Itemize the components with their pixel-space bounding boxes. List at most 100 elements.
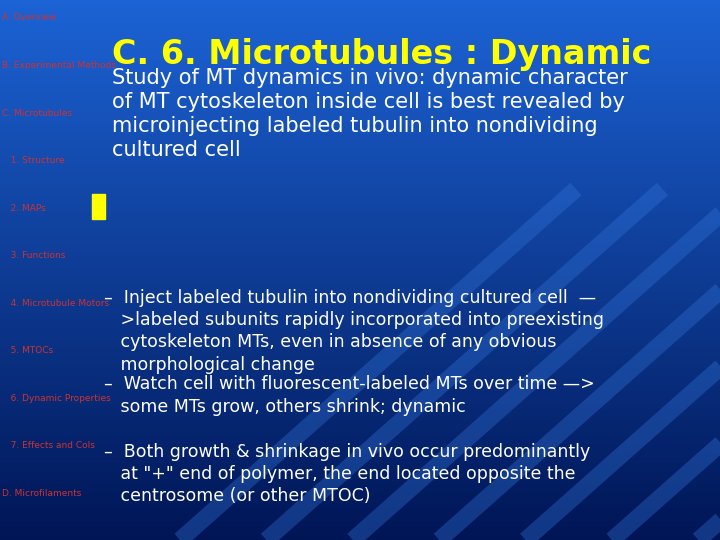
Bar [0,526,720,531]
Bar [0,185,720,189]
Bar [0,347,720,351]
Bar [0,342,720,347]
Bar [0,54,720,58]
Bar [0,436,720,441]
Bar [0,455,720,459]
Text: D. Microfilaments: D. Microfilaments [2,489,81,498]
Bar [0,112,720,117]
Bar [0,310,720,315]
Bar [0,468,720,472]
Bar [0,274,720,279]
Bar [0,301,720,306]
Text: –  Inject labeled tubulin into nondividing cultured cell  —
   >labeled subunits: – Inject labeled tubulin into nondividin… [104,289,604,374]
Bar [0,446,720,450]
Bar [0,364,720,369]
Bar [0,31,720,36]
Bar [0,153,720,158]
Bar [0,189,720,193]
Bar [0,81,720,85]
Bar [0,108,720,112]
Bar [0,27,720,31]
Bar [0,418,720,423]
Bar [0,284,720,288]
Bar [0,486,720,490]
Bar [0,463,720,468]
Bar [0,401,720,405]
Text: 4. Microtubule Motors: 4. Microtubule Motors [2,299,109,308]
Bar [0,378,720,382]
Text: C. 6. Microtubules : Dynamic: C. 6. Microtubules : Dynamic [112,38,651,71]
Bar [0,320,720,324]
Bar [0,297,720,301]
Bar [0,490,720,495]
Bar [0,14,720,18]
Bar [0,450,720,455]
Bar [0,324,720,328]
Bar [0,288,720,293]
Bar [0,36,720,40]
Bar [0,351,720,355]
Bar [0,220,720,225]
Bar [0,63,720,68]
Bar [0,216,720,220]
Bar [0,306,720,310]
Bar [0,477,720,482]
Bar [0,148,720,153]
Bar [0,513,720,517]
Bar [0,405,720,409]
Bar [0,500,720,504]
Text: 3. Functions: 3. Functions [2,251,66,260]
Text: 5. MTOCs: 5. MTOCs [2,346,53,355]
Bar [0,333,720,338]
Bar [0,72,720,77]
Bar [0,414,720,418]
Bar [0,50,720,54]
Bar [0,18,720,23]
Bar [0,40,720,45]
Bar [0,45,720,50]
Bar [0,139,720,144]
Bar [0,279,720,284]
Bar [0,193,720,198]
Text: Study of MT dynamics in vivo: dynamic character
of MT cytoskeleton inside cell i: Study of MT dynamics in vivo: dynamic ch… [112,68,627,159]
Bar [0,126,720,131]
Bar [0,495,720,500]
Bar [0,261,720,266]
Bar [0,212,720,216]
Bar [0,230,720,234]
Bar [0,180,720,185]
Text: B. Experimental Methods: B. Experimental Methods [2,61,116,70]
Bar [0,441,720,445]
Text: –  Watch cell with fluorescent-labeled MTs over time —>
   some MTs grow, others: – Watch cell with fluorescent-labeled MT… [104,375,595,415]
Bar [0,374,720,378]
Bar [0,266,720,270]
Text: A. Overview: A. Overview [2,14,57,23]
Bar [0,99,720,104]
Bar [0,171,720,176]
Text: 6. Dynamic Properties: 6. Dynamic Properties [2,394,111,403]
Bar [0,328,720,333]
Bar [0,122,720,126]
Bar [0,504,720,509]
Bar [0,338,720,342]
Bar [0,104,720,108]
Bar [0,58,720,63]
Bar [0,387,720,392]
Bar [0,247,720,252]
Bar [0,459,720,463]
Bar [0,176,720,180]
Bar [92,194,105,219]
Bar [0,158,720,162]
Bar [0,517,720,522]
Bar [0,369,720,374]
Bar [0,252,720,256]
Bar [0,85,720,90]
Bar [0,428,720,432]
Bar [0,396,720,401]
Bar [0,509,720,513]
Bar [0,239,720,243]
Bar [0,522,720,526]
Text: C. Microtubules: C. Microtubules [2,109,72,118]
Bar [0,117,720,122]
Bar [0,256,720,261]
